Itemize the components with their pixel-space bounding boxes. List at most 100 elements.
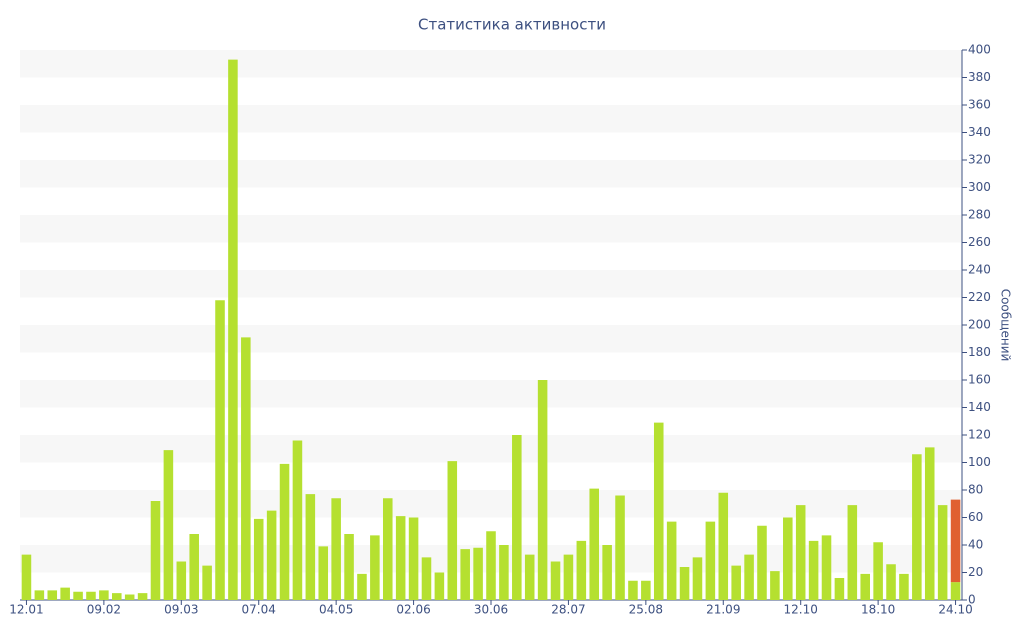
bar — [21, 554, 32, 600]
bar — [447, 461, 458, 600]
bar — [34, 590, 45, 600]
grid-band — [20, 105, 962, 133]
bar — [899, 573, 909, 600]
y-tick-label: 380 — [968, 70, 991, 84]
y-tick-label: 260 — [968, 235, 991, 249]
y-tick-label: 40 — [968, 538, 983, 552]
bar — [705, 521, 716, 600]
bar — [73, 591, 83, 600]
y-axis-label: Сообщений — [999, 289, 1013, 362]
chart-title: Статистика активности — [418, 16, 606, 34]
bar — [744, 554, 754, 600]
bar — [279, 463, 290, 600]
bar — [228, 59, 238, 600]
y-tick-label: 20 — [968, 565, 983, 579]
y-tick-label: 100 — [968, 455, 991, 469]
grid-band — [20, 490, 962, 518]
bar — [189, 534, 199, 600]
bar — [873, 542, 883, 600]
x-tick-label: 04.05 — [319, 603, 353, 617]
bar — [924, 447, 935, 600]
bar — [434, 572, 445, 600]
bar — [331, 498, 341, 600]
y-tick-label: 0 — [968, 593, 976, 607]
y-tick-label: 120 — [968, 428, 991, 442]
bar — [718, 492, 729, 600]
bar — [318, 546, 329, 600]
bar — [537, 380, 548, 600]
bar — [60, 587, 70, 600]
x-tick-label: 12.10 — [784, 603, 818, 617]
bar — [266, 510, 277, 600]
x-tick-label: 28.07 — [551, 603, 585, 617]
bar — [486, 531, 496, 600]
y-tick-label: 160 — [968, 373, 991, 387]
bar — [499, 545, 509, 600]
bar — [757, 525, 767, 600]
bar — [679, 567, 690, 600]
x-tick-label: 21.09 — [706, 603, 740, 617]
y-tick-label: 400 — [968, 43, 991, 57]
bar — [408, 517, 419, 600]
bar — [950, 582, 961, 600]
y-tick-label: 280 — [968, 208, 991, 222]
bar — [821, 535, 832, 600]
x-tick-label: 07.04 — [242, 603, 276, 617]
y-tick-label: 240 — [968, 263, 991, 277]
y-tick-label: 180 — [968, 345, 991, 359]
y-tick-label: 220 — [968, 290, 991, 304]
bar — [305, 494, 316, 600]
x-tick-label: 02.06 — [396, 603, 430, 617]
bar — [795, 505, 806, 600]
bar — [460, 549, 470, 600]
x-tick-label: 25.08 — [629, 603, 663, 617]
bar — [344, 534, 354, 600]
bar — [886, 564, 896, 600]
grid-band — [20, 380, 962, 408]
bar — [937, 505, 948, 600]
bar — [666, 521, 677, 600]
bar — [395, 516, 406, 600]
bar — [241, 337, 251, 600]
y-tick-label: 340 — [968, 125, 991, 139]
bar — [550, 561, 561, 600]
grid-band — [20, 435, 962, 463]
bar — [370, 535, 380, 600]
bar — [770, 571, 780, 600]
y-tick-label: 200 — [968, 318, 991, 332]
bar — [628, 580, 638, 600]
bar — [860, 573, 870, 600]
x-tick-label: 24.10 — [938, 603, 972, 617]
bar — [576, 540, 587, 600]
x-tick-label: 09.03 — [164, 603, 198, 617]
bar — [473, 547, 483, 600]
bar — [292, 440, 303, 600]
bar — [202, 565, 212, 600]
bar — [524, 554, 535, 600]
y-tick-label: 320 — [968, 153, 991, 167]
y-tick-label: 360 — [968, 98, 991, 112]
grid-band — [20, 270, 962, 298]
grid-band — [20, 160, 962, 188]
bar — [253, 518, 264, 600]
bar — [912, 454, 922, 600]
x-tick-label: 12.01 — [9, 603, 43, 617]
bar — [692, 557, 703, 600]
y-tick-label: 60 — [968, 510, 983, 524]
x-tick-label: 30.06 — [474, 603, 508, 617]
grid-band — [20, 215, 962, 243]
y-tick-label: 80 — [968, 483, 983, 497]
bar — [421, 557, 432, 600]
x-tick-label: 18.10 — [861, 603, 895, 617]
bar — [137, 593, 148, 600]
y-tick-label: 140 — [968, 400, 991, 414]
bar — [215, 300, 225, 600]
grid-band — [20, 50, 962, 78]
bar — [512, 435, 522, 600]
bar — [163, 450, 174, 600]
bar — [834, 578, 845, 600]
bar — [950, 499, 961, 583]
bar — [124, 594, 135, 600]
bar — [382, 498, 393, 600]
bar — [176, 561, 187, 600]
